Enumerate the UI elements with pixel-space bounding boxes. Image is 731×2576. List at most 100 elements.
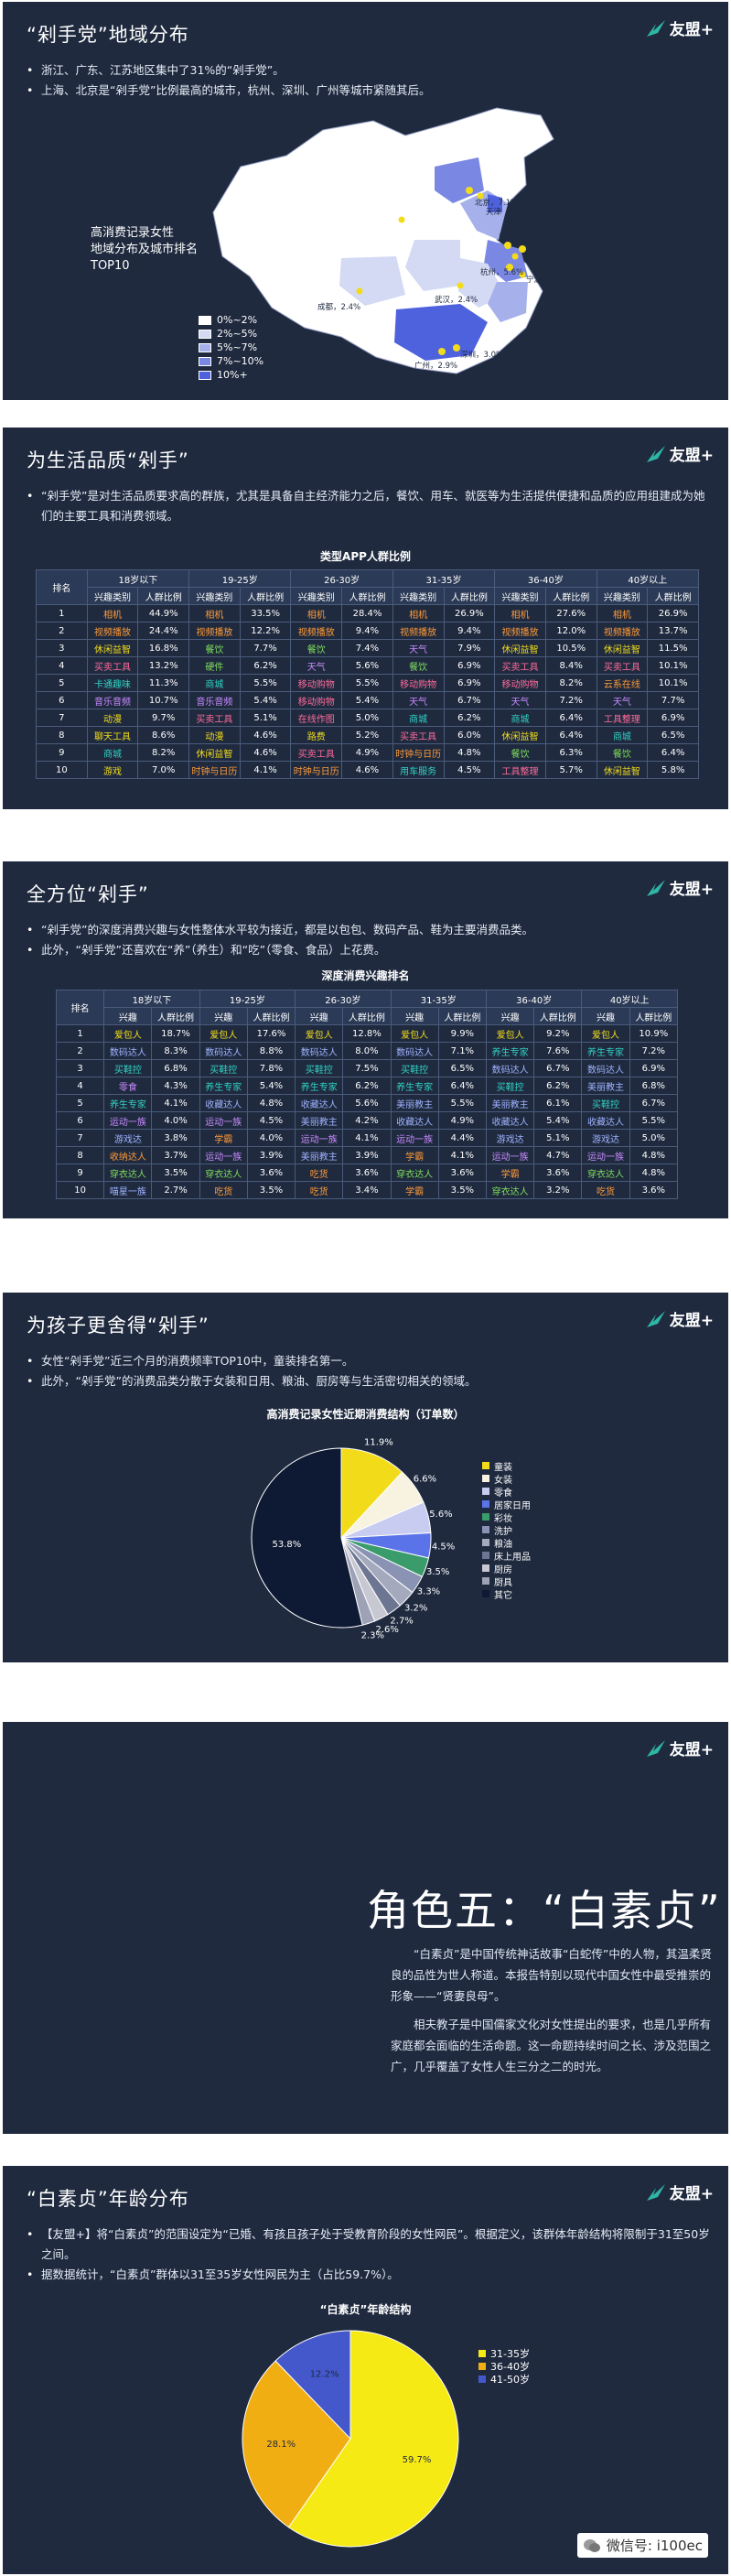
ratio-cell: 5.4% (341, 691, 393, 709)
umeng-logo: 友盟+ (645, 2181, 714, 2203)
pie-value-label: 5.6% (429, 1510, 452, 1520)
legend-item: 洗护 (482, 1523, 531, 1537)
ratio-cell: 6.4% (544, 726, 597, 744)
ratio-cell: 4.1% (151, 1094, 200, 1112)
category-cell: 相机 (86, 604, 139, 622)
ratio-cell: 6.8% (629, 1077, 679, 1095)
slide-age-distribution: “白素贞”年龄分布 友盟+ 【友盟+】将“白素贞”的范围设定为“已婚、有孩且孩子… (3, 2166, 728, 2574)
ratio-cell: 7.9% (443, 639, 496, 657)
map-legend: 0%~2% 2%~5% 5%~7% 7%~10% 10%+ (199, 313, 263, 382)
category-cell: 相机 (392, 604, 445, 622)
map-caption-line: 地域分布及城市排名TOP10 (91, 243, 199, 273)
category-cell: 休闲益智 (596, 761, 649, 779)
legend-item: 41-50岁 (478, 2373, 530, 2386)
category-cell: 商城 (494, 709, 546, 727)
bullet-item: 此外，“剁手党”还喜欢在“养”（养生）和“吃”（零食、食品）上花费。 (25, 940, 710, 960)
ratio-cell: 7.8% (246, 1059, 296, 1077)
legend-swatch (482, 1539, 489, 1546)
ratio-cell: 6.9% (647, 709, 699, 727)
table-row: 2 视频播放 24.4% 视频播放 12.2% 视频播放 9.4% 视频播放 9.4% 视频播放 1… (36, 622, 699, 640)
legend-label: 童装 (494, 1462, 512, 1473)
bullet-item: 此外，“剁手党”的消费品类分散于女装和日用、粮油、厨房等与生活密切相关的领域。 (25, 1371, 710, 1391)
category-cell: 休闲益智 (494, 639, 546, 657)
ratio-cell: 6.4% (544, 709, 597, 727)
category-cell: 运动一族 (485, 1146, 535, 1164)
category-cell: 数码达人 (390, 1042, 439, 1060)
ratio-cell: 9.7% (137, 709, 190, 727)
category-header: 兴趣类别 (86, 587, 139, 605)
ratio-cell: 9.9% (437, 1024, 487, 1043)
ratio-cell: 2.7% (151, 1181, 200, 1199)
category-cell: 美丽教主 (581, 1077, 630, 1095)
ratio-header: 人群比例 (137, 587, 190, 605)
category-cell: 运动一族 (199, 1146, 248, 1164)
slide-all-round: 全方位“剁手” 友盟+ “剁手党”的深度消费兴趣与女性整体水平较为接近，都是以包… (3, 861, 728, 1218)
age-pie-chart: 59.7% 28.1% 12.2% (242, 2330, 459, 2548)
ratio-cell: 6.2% (443, 709, 496, 727)
rank-cell: 6 (55, 1111, 105, 1130)
ratio-cell: 5.0% (629, 1129, 679, 1147)
category-cell: 工具整理 (596, 709, 649, 727)
category-cell: 休闲益智 (494, 726, 546, 744)
pie-value-label: 2.3% (361, 1631, 384, 1641)
ratio-cell: 8.3% (151, 1042, 200, 1060)
china-map: 北京，7.1% 南京，2.2% 上海，8.8% 苏州，3.3% 杭州，5.6% … (212, 107, 573, 374)
category-cell: 天气 (494, 691, 546, 709)
table-row: 9 穿衣达人 3.5% 穿衣达人 3.6% 吃货 3.6% 穿衣达人 3.6% 学霸 3.6% 穿衣达… (55, 1164, 679, 1182)
legend-label: 7%~10% (217, 355, 264, 367)
bullet-list: 女性“剁手党”近三个月的消费频率TOP10中，童装排名第一。 此外，“剁手党”的… (25, 1351, 710, 1391)
category-cell: 运动一族 (390, 1129, 439, 1147)
ratio-cell: 8.2% (544, 674, 597, 692)
rank-cell: 5 (36, 674, 88, 692)
ratio-cell: 4.2% (342, 1111, 392, 1130)
chart-title: “白素贞”年龄结构 (319, 2303, 412, 2316)
legend-item: 36-40岁 (478, 2360, 530, 2373)
category-cell: 餐饮 (290, 639, 343, 657)
ratio-cell: 8.0% (342, 1042, 392, 1060)
ratio-cell: 18.7% (151, 1024, 200, 1043)
pie-slice (340, 1447, 403, 1540)
table-row: 5 卡通趣味 11.3% 商城 5.5% 移动购物 5.5% 移动购物 6.9% 移动购物 8.2%… (36, 674, 699, 692)
ratio-cell: 6.9% (443, 674, 496, 692)
rank-cell: 7 (36, 709, 88, 727)
rank-cell: 8 (36, 726, 88, 744)
city-label: 武汉，2.4% (435, 295, 478, 305)
ratio-cell: 4.9% (437, 1111, 487, 1130)
table-row: 2 数码达人 8.3% 数码达人 8.8% 数码达人 8.0% 数码达人 7.1% 养生专家 7.6… (55, 1042, 679, 1060)
pie-slice (251, 1447, 363, 1629)
rank-cell: 1 (36, 604, 88, 622)
category-cell: 路费 (290, 726, 343, 744)
category-cell: 视频播放 (596, 622, 649, 640)
ratio-cell: 4.6% (239, 743, 292, 762)
category-cell: 硬件 (188, 656, 241, 675)
wechat-id: 微信号: i100ec (606, 2538, 703, 2554)
category-header: 兴趣类别 (290, 587, 343, 605)
category-cell: 聊天工具 (86, 726, 139, 744)
umeng-logo: 友盟+ (645, 1737, 714, 1759)
category-cell: 工具整理 (494, 761, 546, 779)
category-cell: 买卖工具 (392, 726, 445, 744)
rank-cell: 10 (36, 761, 88, 779)
ratio-cell: 7.5% (342, 1059, 392, 1077)
pie-value-label: 12.2% (310, 2370, 339, 2380)
category-cell: 商城 (392, 709, 445, 727)
ratio-cell: 8.2% (137, 743, 190, 762)
logo-text: 友盟+ (669, 447, 714, 465)
category-cell: 游戏 (86, 761, 139, 779)
category-cell: 收藏达人 (295, 1094, 344, 1112)
category-cell: 时钟与日历 (188, 761, 241, 779)
table-row: 3 休闲益智 16.8% 餐饮 7.7% 餐饮 7.4% 天气 7.9% 休闲益智 10.5% 休闲益… (36, 639, 699, 657)
ratio-cell: 6.5% (647, 726, 699, 744)
rank-cell: 2 (36, 622, 88, 640)
category-cell: 买鞋控 (199, 1059, 248, 1077)
category-cell: 数码达人 (295, 1042, 344, 1060)
ratio-cell: 3.7% (151, 1146, 200, 1164)
ratio-cell: 33.5% (239, 604, 292, 622)
legend-label: 彩妆 (494, 1513, 512, 1524)
bullet-list: 浙江、广东、江苏地区集中了31%的“剁手党”。 上海、北京是“剁手党”比例最高的… (25, 60, 710, 101)
legend-swatch (482, 1526, 489, 1533)
ratio-header: 人群比例 (151, 1007, 200, 1025)
category-cell: 零食 (103, 1077, 153, 1095)
ratio-cell: 28.4% (341, 604, 393, 622)
ratio-cell: 6.7% (629, 1094, 679, 1112)
